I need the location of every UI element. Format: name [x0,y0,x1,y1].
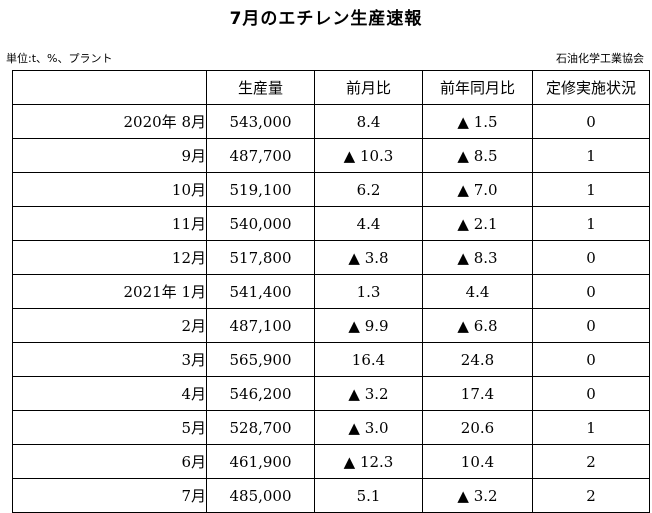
unit-note: 単位:t、%、プラント [6,52,113,65]
year-on-year-cell: ▲ 6.8 [422,308,533,343]
maintenance-cell: 1 [532,410,650,445]
header-production: 生産量 [206,70,315,105]
table-row: 12月 517,800 ▲ 3.8 ▲ 8.3 0 [12,240,650,275]
period-cell: 5月 [12,410,207,445]
period-cell: 12月 [12,240,207,275]
production-cell: 485,000 [206,478,315,513]
maintenance-cell: 0 [532,376,650,411]
month-on-month-cell: ▲ 3.0 [314,410,423,445]
month-on-month-cell: ▲ 9.9 [314,308,423,343]
month-on-month-cell: 5.1 [314,478,423,513]
maintenance-cell: 1 [532,138,650,173]
header-month-on-month: 前月比 [314,70,423,105]
year-on-year-cell: 24.8 [422,342,533,377]
production-cell: 565,900 [206,342,315,377]
month-on-month-cell: ▲ 3.8 [314,240,423,275]
table-row: 2021年 1月 541,400 1.3 4.4 0 [12,274,650,309]
maintenance-cell: 0 [532,274,650,309]
month-on-month-cell: ▲ 3.2 [314,376,423,411]
production-cell: 517,800 [206,240,315,275]
year-on-year-cell: 4.4 [422,274,533,309]
period-cell: 7月 [12,478,207,513]
year-on-year-cell: ▲ 8.3 [422,240,533,275]
maintenance-cell: 0 [532,240,650,275]
year-on-year-cell: ▲ 7.0 [422,172,533,207]
year-on-year-cell: ▲ 1.5 [422,104,533,139]
table-row: 9月 487,700 ▲ 10.3 ▲ 8.5 1 [12,138,650,173]
production-cell: 487,700 [206,138,315,173]
period-cell: 9月 [12,138,207,173]
table-row: 10月 519,100 6.2 ▲ 7.0 1 [12,172,650,207]
table-body: 2020年 8月 543,000 8.4 ▲ 1.5 0 9月 487,700 ▲ 10.3 ▲… [12,104,650,513]
production-cell: 540,000 [206,206,315,241]
period-cell: 6月 [12,444,207,479]
maintenance-cell: 0 [532,342,650,377]
month-on-month-cell: ▲ 12.3 [314,444,423,479]
month-on-month-cell: 6.2 [314,172,423,207]
source-label: 石油化学工業協会 [556,52,644,65]
table-row: 2020年 8月 543,000 8.4 ▲ 1.5 0 [12,104,650,139]
table-row: 5月 528,700 ▲ 3.0 20.6 1 [12,410,650,445]
period-cell: 2021年 1月 [12,274,207,309]
production-cell: 461,900 [206,444,315,479]
table-row: 11月 540,000 4.4 ▲ 2.1 1 [12,206,650,241]
maintenance-cell: 2 [532,478,650,513]
production-cell: 543,000 [206,104,315,139]
year-on-year-cell: 17.4 [422,376,533,411]
header-maintenance: 定修実施状況 [532,70,650,105]
month-on-month-cell: 1.3 [314,274,423,309]
period-cell: 3月 [12,342,207,377]
period-cell: 4月 [12,376,207,411]
production-cell: 541,400 [206,274,315,309]
month-on-month-cell: 16.4 [314,342,423,377]
month-on-month-cell: 4.4 [314,206,423,241]
ethylene-production-table: 生産量 前月比 前年同月比 定修実施状況 2020年 8月 543,000 8.4 ▲… [12,70,650,513]
table-row: 2月 487,100 ▲ 9.9 ▲ 6.8 0 [12,308,650,343]
header-period [12,70,207,105]
production-cell: 487,100 [206,308,315,343]
table-row: 7月 485,000 5.1 ▲ 3.2 2 [12,478,650,513]
month-on-month-cell: ▲ 10.3 [314,138,423,173]
period-cell: 2月 [12,308,207,343]
year-on-year-cell: ▲ 8.5 [422,138,533,173]
table-row: 4月 546,200 ▲ 3.2 17.4 0 [12,376,650,411]
production-cell: 546,200 [206,376,315,411]
production-cell: 528,700 [206,410,315,445]
year-on-year-cell: 10.4 [422,444,533,479]
table-row: 6月 461,900 ▲ 12.3 10.4 2 [12,444,650,479]
period-cell: 10月 [12,172,207,207]
header-year-on-year: 前年同月比 [422,70,533,105]
production-cell: 519,100 [206,172,315,207]
table-header-row: 生産量 前月比 前年同月比 定修実施状況 [12,70,650,105]
month-on-month-cell: 8.4 [314,104,423,139]
period-cell: 2020年 8月 [12,104,207,139]
year-on-year-cell: 20.6 [422,410,533,445]
table-row: 3月 565,900 16.4 24.8 0 [12,342,650,377]
year-on-year-cell: ▲ 3.2 [422,478,533,513]
page-title: 7月のエチレン生産速報 [229,9,423,29]
maintenance-cell: 0 [532,308,650,343]
maintenance-cell: 1 [532,206,650,241]
year-on-year-cell: ▲ 2.1 [422,206,533,241]
period-cell: 11月 [12,206,207,241]
maintenance-cell: 2 [532,444,650,479]
maintenance-cell: 0 [532,104,650,139]
maintenance-cell: 1 [532,172,650,207]
